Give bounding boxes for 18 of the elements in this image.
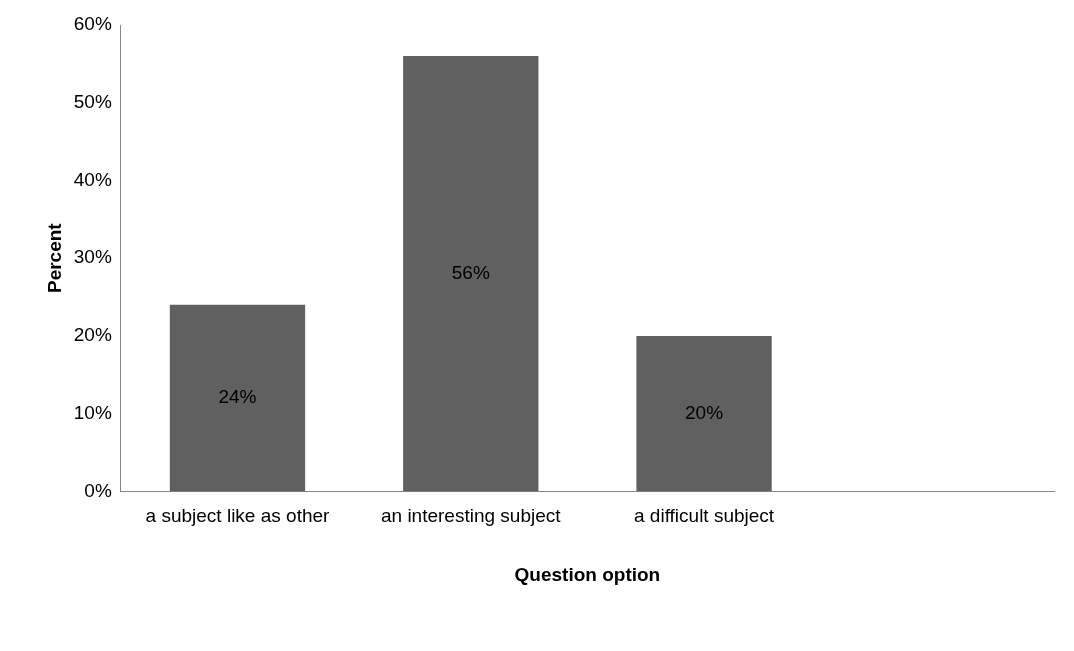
data-label: 56% <box>451 261 490 283</box>
x-tick-label: a subject like as other <box>145 505 331 527</box>
bar <box>403 56 539 492</box>
y-tick-label: 40% <box>73 168 112 190</box>
bar <box>169 304 306 492</box>
y-tick-label: 0% <box>84 479 112 501</box>
bar <box>636 335 772 492</box>
y-tick-label: 30% <box>73 246 112 268</box>
x-tick-label: an interesting subject <box>380 505 562 527</box>
y-tick-label: 50% <box>73 90 112 112</box>
y-tick-label: 10% <box>73 401 112 423</box>
data-label: 24% <box>218 386 257 408</box>
y-tick-label: 60% <box>73 13 112 35</box>
y-tick-label: 20% <box>73 324 112 346</box>
x-tick-label: a difficult subject <box>634 505 775 527</box>
y-axis-title: Percent <box>43 222 65 294</box>
x-axis-title: Question option <box>514 563 661 585</box>
data-label: 20% <box>685 401 724 423</box>
